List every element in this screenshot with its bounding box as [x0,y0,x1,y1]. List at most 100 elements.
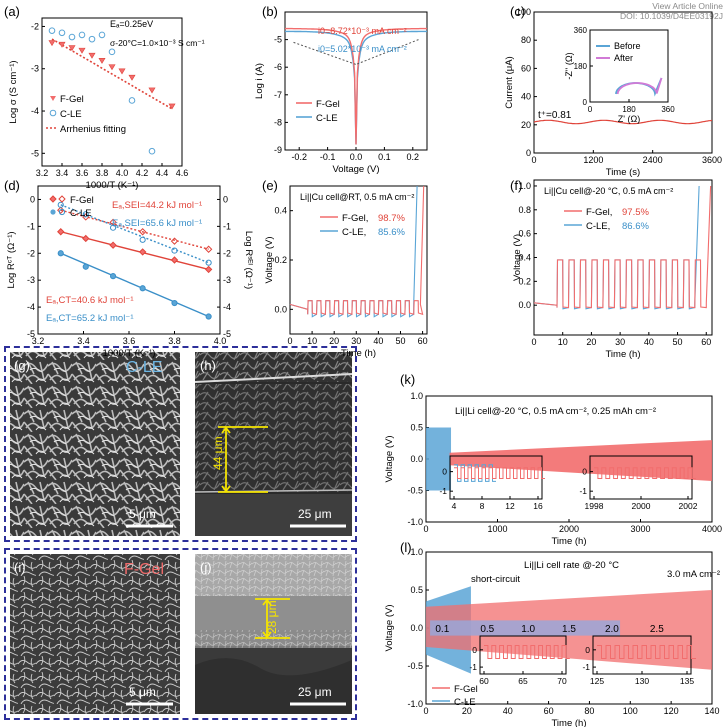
cle-sei-point [82,211,89,218]
inset1-fgel [454,467,545,479]
x-tick-label: 8 [480,501,485,511]
fgel-point [148,87,156,94]
chart-k: 0 1000 2000 3000 4000 1.0 0.5 0.0 -0.5 -1.0 (k) Tim… [384,372,722,547]
y-tick-label: 0 [472,645,477,655]
legend-cle: C-LE [316,113,338,124]
y-right-tick-label: -4 [223,302,231,312]
y-tick-label: -6 [274,62,282,72]
rate-label: 0.1 [435,624,449,635]
x-tick-label: -0.1 [320,152,336,162]
series-fgel-curve [285,27,427,145]
x-tick-label: 60 [418,336,428,346]
x-tick-label: 40 [373,336,383,346]
inset-after-curve [616,77,663,95]
cle-ct-point [82,263,89,270]
sem-i-tag: F-Gel [124,561,164,578]
rate-label: 1.0 [521,624,535,635]
panel-label: (b) [262,4,278,19]
x-tick-label: 140 [704,706,719,716]
x-axis-label: Time (h) [551,718,586,727]
x-tick-label: 40 [644,337,654,347]
x-tick-label: 4 [452,501,457,511]
cle-ct-point [109,273,117,280]
y-tick-label: -2 [27,248,35,258]
legend-fgel: F-Gel [60,94,84,105]
y-tick-label: 0 [582,467,587,477]
sem-j-scale: 25 μm [298,685,332,699]
y-tick-label: 0.5 [410,423,423,433]
x-tick-label: 2000 [632,501,651,511]
y-tick-label: 0.0 [518,300,531,310]
legend-fgel: F-Gel [316,99,340,110]
x-tick-label: 0 [588,105,593,114]
chart-d: 3.2 3.4 3.6 3.8 4.0 0 -1 -2 -3 -4 -5 0 -1 -2 -3 -4 -5 (d)… [4,178,254,359]
rate-label: 2.5 [650,624,664,635]
fgel-ct-point [82,234,90,243]
cle-sei-point [139,236,146,243]
legend-fgel-efficiency: 97.5% [622,207,649,218]
sem-i-label: (i) [14,560,26,575]
x-tick-label: 0 [423,706,428,716]
x-tick-label: 60 [479,676,489,686]
y-tick-label: 60 [521,63,531,73]
x-tick-label: 130 [635,676,649,686]
x-tick-label: 3000 [630,524,650,534]
panel-label: (c) [510,4,525,19]
legend-fgel-sei-marker [58,195,66,203]
x-tick-label: 120 [664,706,679,716]
y-tick-label: -1 [439,486,447,496]
x-tick-label: 135 [680,676,694,686]
legend-cle: C-LE [70,208,92,219]
fgel-sei-point [204,245,213,253]
annotation-cle-sei: Eₐ,SEI=65.6 kJ mol⁻¹ [112,218,202,229]
x-tick-label: 4.0 [214,336,227,346]
x-tick-label: 125 [590,676,604,686]
x-tick-label: 1000 [487,524,507,534]
chart-title: Li||Li cell@-20 °C, 0.5 mA cm⁻², 0.25 mA… [455,406,656,417]
sem-h-thickness: 44 μm [211,436,225,470]
chart-b: -0.2 -0.1 0.0 0.1 0.2 -5 -6 -7 -8 -9 (b) Voltage (V… [254,4,428,175]
series-fgel-band [449,440,712,482]
y-tick-label: 0.2 [274,255,287,265]
y-tick-label: 1.0 [518,181,531,191]
x-tick-label: 10 [307,336,317,346]
chart-e: 0 10 20 30 40 50 60 0.0 0.2 0.4 (e) Time (h) Voltage… [262,178,428,359]
y-tick-label: -4 [31,106,39,116]
cle-ct-point [171,299,178,307]
y-tick-label: 20 [521,120,531,130]
y-tick-label: -2 [31,21,39,31]
panel-label: (k) [400,372,415,387]
x-tick-label: 70 [557,676,567,686]
x-tick-label: 60 [544,706,554,716]
x-tick-label: 4.4 [156,168,169,178]
x-tick-label: 0.0 [350,152,363,162]
y-tick-label: 0.4 [518,253,531,263]
series-fgel-line [289,185,425,316]
y-tick-label: -1 [579,486,587,496]
y-right-axis-label: Log Rˢᴱᴵ (Ω⁻¹) [243,231,254,289]
inset1-fgel [484,645,570,659]
legend-cle: C-LE [60,109,82,120]
panel-label: (a) [4,4,20,19]
y-tick-label: 0.6 [518,229,531,239]
legend-cle: C-LE [454,697,476,708]
x-tick-label: 10 [558,337,568,347]
fgel-point [58,41,66,48]
x-tick-label: 360 [661,105,675,114]
y-tick-label: 0.8 [518,205,531,215]
annotation-cle-ct: Eₐ,CT=65.2 kJ mol⁻¹ [46,313,133,324]
sem-frame-fgel [4,548,357,720]
y-axis-label: Voltage (V) [384,436,395,483]
view-article-link[interactable]: View Article Online [652,1,723,11]
legend-fgel: F-Gel, [586,207,612,218]
annotation-fgel-ct: Eₐ,CT=40.6 kJ mol⁻¹ [46,295,133,306]
legend-fgel: F-Gel [70,195,94,206]
doi-text: DOI: 10.1039/D4EE03192J [619,11,723,21]
annotation-rate-max: 3.0 mA cm⁻² [667,569,720,580]
legend-cle: C-LE, [586,221,610,232]
fgel-point [128,74,136,81]
x-tick-label: 1200 [583,155,603,165]
x-tick-label: 30 [351,336,361,346]
annotation-i0-cle: i0=5.02*10⁻³ mA cm⁻² [318,44,407,54]
